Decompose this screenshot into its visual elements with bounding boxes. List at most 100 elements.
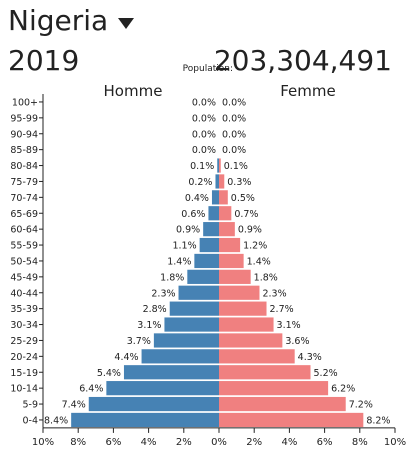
male-value-label: 3.1%	[137, 320, 161, 331]
age-label: 65-69	[10, 209, 38, 220]
female-bar	[219, 253, 244, 269]
male-value-label: 0.2%	[188, 177, 212, 188]
male-bar	[153, 333, 219, 348]
male-value-label: 7.4%	[62, 400, 86, 411]
age-label: 90-94	[10, 129, 38, 140]
female-value-label: 3.1%	[277, 320, 301, 331]
x-tick-label: 10%	[32, 437, 54, 448]
female-value-label: 8.2%	[366, 415, 390, 426]
male-value-label: 0.1%	[190, 161, 214, 172]
male-bar	[208, 206, 219, 221]
male-value-label: 5.4%	[97, 368, 121, 379]
male-bar	[211, 190, 219, 205]
x-tick-label: 0%	[211, 437, 227, 448]
female-value-label: 7.2%	[349, 400, 373, 411]
female-value-label: 1.2%	[243, 241, 267, 252]
male-value-label: 1.8%	[160, 272, 184, 283]
age-label: 45-49	[10, 272, 38, 283]
female-bar	[219, 237, 241, 253]
male-value-label: 0.9%	[176, 225, 200, 236]
male-bar	[215, 174, 219, 189]
female-bar	[219, 206, 232, 221]
female-bar	[219, 381, 329, 396]
age-label: 100+	[12, 97, 38, 108]
male-value-label: 0.4%	[185, 193, 209, 204]
male-value-label: 0.6%	[181, 209, 205, 220]
male-bar	[123, 365, 219, 380]
x-tick-label: 2%	[246, 437, 262, 448]
female-bar	[219, 333, 283, 348]
male-value-label: 2.3%	[151, 288, 175, 299]
male-value-label: 6.4%	[79, 384, 103, 395]
age-label: 25-29	[10, 336, 38, 347]
country-selector[interactable]: Nigeria	[8, 2, 135, 40]
x-tick-label: 8%	[70, 437, 86, 448]
male-bar	[217, 158, 219, 173]
female-value-label: 0.9%	[238, 225, 262, 236]
male-value-label: 2.8%	[143, 304, 167, 315]
female-value-label: 1.8%	[254, 272, 278, 283]
age-label: 0-4	[22, 415, 38, 426]
female-value-label: 1.4%	[247, 256, 271, 267]
legend-male: Homme	[104, 82, 163, 100]
male-value-label: 0.0%	[192, 129, 216, 140]
age-label: 60-64	[10, 225, 38, 236]
male-value-label: 1.1%	[172, 241, 196, 252]
male-value-label: 0.0%	[192, 97, 216, 108]
male-bar	[164, 317, 219, 332]
caret-down-icon[interactable]	[118, 17, 135, 29]
male-bar	[187, 269, 219, 284]
male-value-label: 8.4%	[44, 415, 68, 426]
male-bar	[199, 237, 219, 253]
female-bar	[219, 190, 228, 205]
female-bar	[219, 396, 346, 412]
female-value-label: 6.2%	[331, 384, 355, 395]
male-bar	[178, 285, 219, 300]
female-value-label: 2.7%	[270, 304, 294, 315]
male-bar	[194, 253, 219, 269]
male-bar	[106, 381, 219, 396]
age-label: 15-19	[10, 368, 38, 379]
female-bar	[219, 174, 225, 189]
female-value-label: 0.0%	[222, 113, 246, 124]
female-bar	[219, 349, 295, 364]
country-name: Nigeria	[8, 4, 109, 37]
age-label: 40-44	[10, 288, 38, 299]
age-label: 35-39	[10, 304, 38, 315]
x-tick-label: 6%	[317, 437, 333, 448]
female-bar	[219, 412, 364, 428]
x-tick-label: 4%	[281, 437, 297, 448]
age-label: 50-54	[10, 256, 38, 267]
x-tick-label: 8%	[352, 437, 368, 448]
male-value-label: 0.0%	[192, 113, 216, 124]
male-bar	[88, 396, 219, 412]
age-label: 55-59	[10, 241, 38, 252]
male-bar	[141, 349, 219, 364]
male-value-label: 4.4%	[114, 352, 138, 363]
female-bar	[219, 269, 251, 284]
female-bar	[219, 222, 235, 237]
male-bar	[203, 222, 219, 237]
x-tick-label: 2%	[176, 437, 192, 448]
population-value: 203,304,491	[213, 44, 392, 77]
age-label: 10-14	[10, 384, 38, 395]
male-value-label: 3.7%	[127, 336, 151, 347]
population-label: Population:	[182, 64, 233, 74]
age-label: 70-74	[10, 193, 38, 204]
female-value-label: 3.6%	[285, 336, 309, 347]
age-label: 80-84	[10, 161, 38, 172]
age-label: 20-24	[10, 352, 38, 363]
male-value-label: 1.4%	[167, 256, 191, 267]
year-label: 2019	[8, 44, 80, 77]
female-value-label: 0.0%	[222, 97, 246, 108]
female-value-label: 0.0%	[222, 129, 246, 140]
female-value-label: 2.3%	[262, 288, 286, 299]
age-label: 75-79	[10, 177, 38, 188]
age-label: 30-34	[10, 320, 38, 331]
female-value-label: 0.0%	[222, 145, 246, 156]
female-value-label: 0.7%	[234, 209, 258, 220]
female-value-label: 0.1%	[224, 161, 248, 172]
age-label: 95-99	[10, 113, 38, 124]
age-label: 85-89	[10, 145, 38, 156]
